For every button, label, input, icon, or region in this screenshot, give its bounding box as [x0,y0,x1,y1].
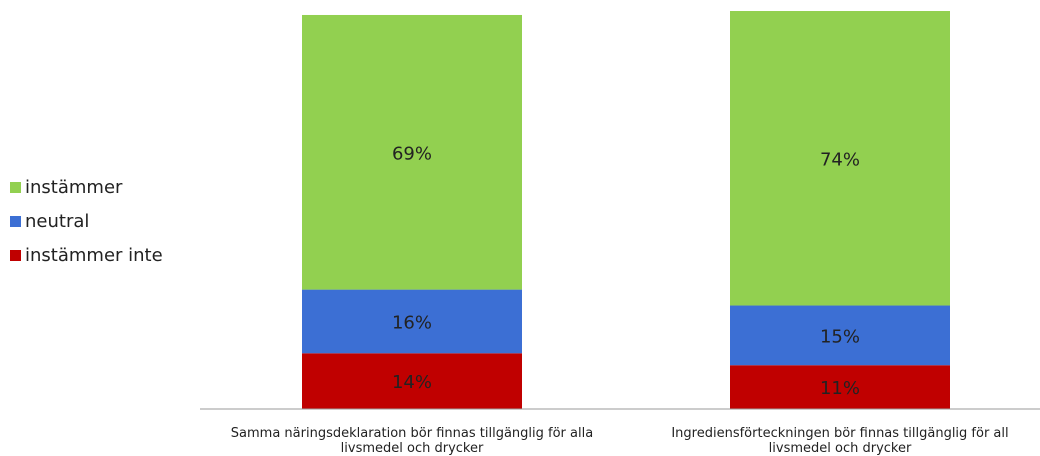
bar-segment-instammer-inte-2 [730,365,950,409]
legend-label-neutral: neutral [25,210,90,232]
data-label-instammer-inte-1: 14% [392,372,432,393]
category-labels-group: Samma näringsdeklaration bör finnas till… [231,426,1009,456]
bar-segment-neutral-1 [302,289,522,354]
data-label-neutral-2: 15% [820,326,860,347]
bars-group [302,11,950,409]
category-label-2-line-1: Ingrediensförteckningen bör finnas tillg… [671,426,1008,441]
legend-item-neutral: neutral [10,204,163,238]
category-label-1-line-1: Samma näringsdeklaration bör finnas till… [231,426,593,441]
legend-swatch-instammer [10,181,21,193]
bar-segment-instammer-inte-1 [302,353,522,409]
data-label-instammer-2: 74% [820,149,860,170]
data-label-instammer-inte-2: 11% [820,378,860,399]
legend-label-instammer: instämmer [25,176,123,198]
data-label-neutral-1: 16% [392,312,432,333]
legend-swatch-instammer-inte [10,249,21,261]
legend-item-instammer-inte: instämmer inte [10,238,163,272]
legend-item-instammer: instämmer [10,170,163,204]
bar-segment-neutral-2 [730,305,950,366]
bar-segment-instammer-2 [730,11,950,306]
category-label-2-line-2: livsmedel och drycker [769,441,912,456]
category-label-1-line-2: livsmedel och drycker [341,441,484,456]
legend-swatch-neutral [10,215,21,227]
data-label-instammer-1: 69% [392,143,432,164]
segment-labels-group: 14% 16% 69% 11% 15% 74% [392,143,860,399]
legend: instämmer neutral instämmer inte [10,170,163,272]
bar-segment-instammer-1 [302,14,522,290]
legend-label-instammer-inte: instämmer inte [25,244,163,266]
